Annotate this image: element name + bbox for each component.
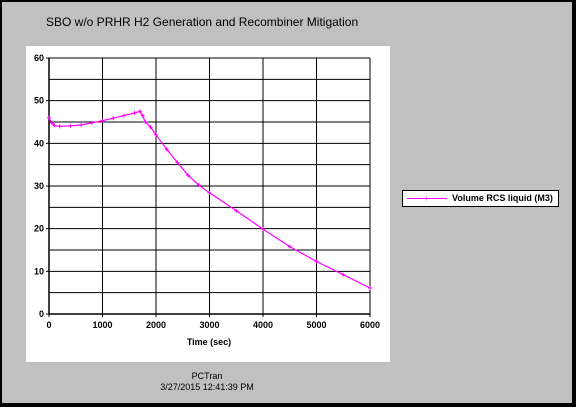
series-layer [47,109,372,290]
data-point [143,120,148,124]
x-tick-label: 3000 [199,320,219,330]
data-point [186,173,191,178]
y-tick-label: 20 [34,224,44,234]
footer-timestamp: 3/27/2015 12:41:39 PM [160,382,254,392]
data-point [368,285,372,290]
data-point [111,116,116,121]
data-point [175,160,180,165]
footer-app-name: PCTran [191,371,223,381]
data-point [154,132,158,137]
data-point [132,111,137,116]
y-tick-label: 40 [34,138,44,148]
data-point [79,122,84,127]
y-tick-label: 50 [34,96,44,106]
label-layer: 0 10 20 30 40 50 60 0 1000 2000 3000 4000 5000 6000 [34,53,380,330]
data-point [49,120,54,125]
x-tick-label: 4000 [253,320,273,330]
data-point [89,120,94,125]
line-chart: 0 10 20 30 40 50 60 0 1000 2000 3000 4000 5000 6000 T… [34,53,380,347]
x-tick-label: 2000 [146,320,166,330]
legend-label: Volume RCS liquid (M3) [452,193,553,203]
x-tick-label: 1000 [92,320,112,330]
data-point [121,113,126,118]
x-tick-label: 0 [46,320,51,330]
data-point [196,183,201,188]
y-tick-label: 30 [34,181,44,191]
data-point [57,124,62,129]
data-point [234,208,239,213]
chart-title: SBO w/o PRHR H2 Generation and Recombine… [46,15,359,29]
x-tick-label: 6000 [360,320,380,330]
plot-panel: 0 10 20 30 40 50 60 0 1000 2000 3000 4000 5000 6000 T… [26,46,390,362]
data-point [68,123,73,128]
legend-marker-icon: + [424,194,429,203]
data-point [100,118,105,123]
y-tick-label: 60 [34,53,44,63]
data-point [341,272,346,277]
data-point [261,227,265,232]
data-point [137,109,142,114]
footer: PCTran 3/27/2015 12:41:39 PM [2,371,412,393]
data-point [314,259,319,264]
data-point [52,123,57,128]
data-point [287,244,292,249]
x-axis-label: Time (sec) [187,337,231,347]
y-tick-label: 10 [34,266,44,276]
legend-swatch-line [407,198,447,199]
data-point [140,113,145,118]
data-point [207,190,212,195]
data-point [47,115,51,120]
legend: + Volume RCS liquid (M3) [402,190,559,207]
x-tick-label: 5000 [306,320,326,330]
y-tick-label: 0 [39,309,44,319]
data-point [164,147,169,152]
grid-layer [49,57,371,314]
axis-layer [46,57,371,317]
data-point [148,125,153,130]
